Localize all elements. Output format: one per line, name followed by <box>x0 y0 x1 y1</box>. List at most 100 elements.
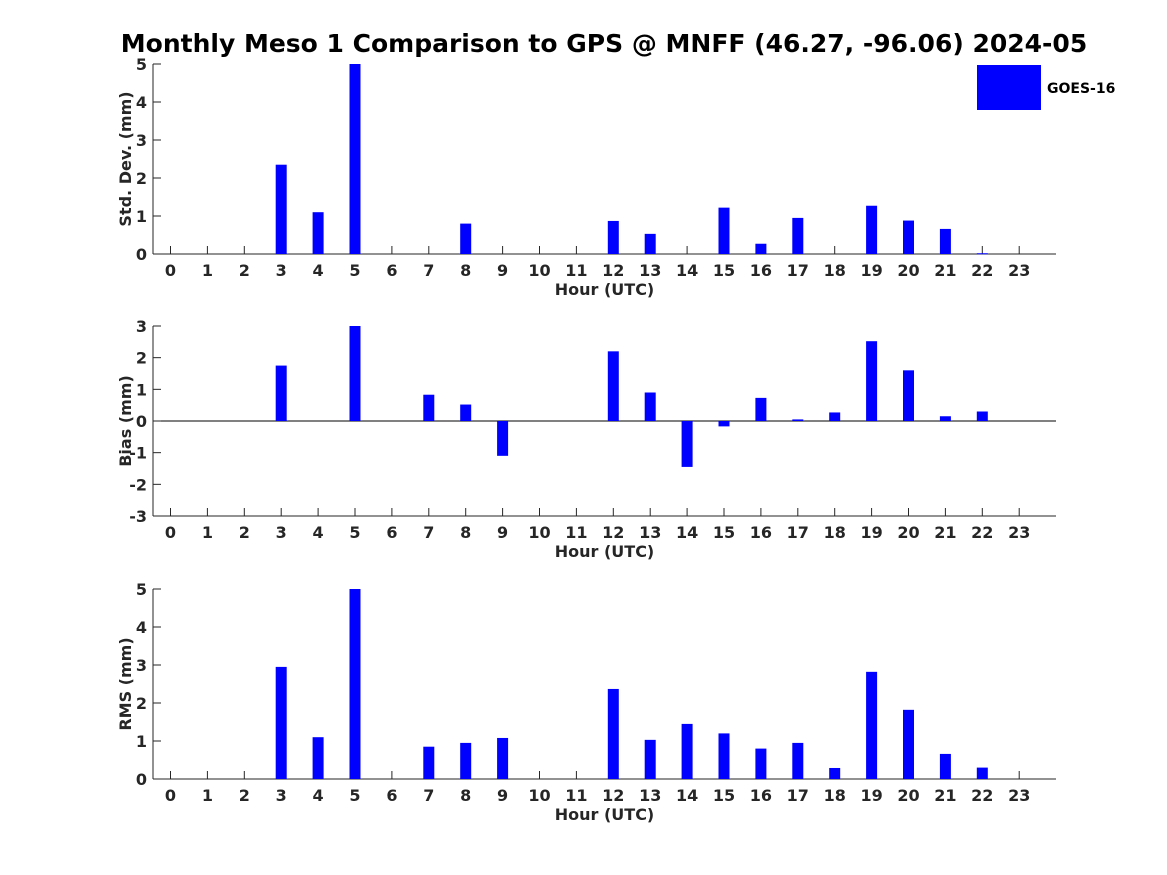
bar-hour-3 <box>275 666 287 779</box>
x-tick-label: 14 <box>676 523 698 542</box>
chart-title: Monthly Meso 1 Comparison to GPS @ MNFF … <box>121 29 1087 58</box>
y-tick-label: 5 <box>136 55 147 74</box>
x-axis-label: Hour (UTC) <box>555 542 655 561</box>
x-tick-label: 22 <box>971 786 993 805</box>
y-tick-label: 3 <box>136 656 147 675</box>
bar-hour-4 <box>312 212 324 254</box>
x-tick-label: 16 <box>750 523 772 542</box>
y-tick-label: 0 <box>136 412 147 431</box>
x-tick-label: 19 <box>860 523 882 542</box>
y-tick-label: 1 <box>136 207 147 226</box>
bar-hour-18 <box>829 412 841 421</box>
y-tick-label: 5 <box>136 580 147 599</box>
y-axis-label: RMS (mm) <box>116 637 135 730</box>
x-tick-label: 7 <box>423 786 434 805</box>
x-tick-label: 21 <box>934 523 956 542</box>
bar-hour-16 <box>755 243 767 254</box>
bar-hour-7 <box>423 746 435 779</box>
x-tick-label: 4 <box>313 261 324 280</box>
bar-hour-20 <box>903 220 914 254</box>
x-tick-label: 8 <box>460 261 471 280</box>
x-tick-label: 3 <box>276 786 287 805</box>
y-tick-label: -3 <box>129 507 147 526</box>
x-tick-label: 9 <box>497 261 508 280</box>
bar-hour-20 <box>903 709 914 779</box>
y-tick-label: 4 <box>136 93 147 112</box>
x-tick-label: 2 <box>239 261 250 280</box>
x-tick-label: 0 <box>165 523 176 542</box>
x-tick-label: 8 <box>460 786 471 805</box>
x-tick-label: 1 <box>202 523 213 542</box>
x-tick-label: 5 <box>349 523 360 542</box>
legend-label: GOES-16 <box>1047 81 1115 97</box>
bar-hour-21 <box>939 228 951 254</box>
x-tick-label: 14 <box>676 786 698 805</box>
x-tick-label: 3 <box>276 261 287 280</box>
bar-hour-9 <box>497 421 509 456</box>
legend-swatch <box>977 65 1041 110</box>
x-tick-label: 15 <box>713 523 735 542</box>
x-tick-label: 22 <box>971 261 993 280</box>
x-tick-label: 11 <box>565 523 587 542</box>
bar-hour-3 <box>275 164 287 254</box>
bar-hour-22 <box>976 253 988 255</box>
bar-hour-13 <box>644 739 656 779</box>
x-tick-label: 19 <box>860 261 882 280</box>
bar-hour-17 <box>792 217 804 254</box>
bar-hour-19 <box>866 341 878 421</box>
y-tick-label: 1 <box>136 732 147 751</box>
x-tick-label: 21 <box>934 786 956 805</box>
bar-hour-7 <box>423 394 435 421</box>
y-axis-label: Bias (mm) <box>116 375 135 467</box>
x-tick-label: 0 <box>165 261 176 280</box>
x-tick-label: 14 <box>676 261 698 280</box>
bar-hour-19 <box>866 671 878 779</box>
x-tick-label: 18 <box>824 523 846 542</box>
x-tick-label: 23 <box>1008 523 1030 542</box>
bar-hour-22 <box>976 411 988 421</box>
x-axis-label: Hour (UTC) <box>555 280 655 299</box>
x-axis-label: Hour (UTC) <box>555 805 655 824</box>
bar-hour-21 <box>939 416 951 421</box>
x-tick-label: 1 <box>202 786 213 805</box>
bar-hour-3 <box>275 365 287 421</box>
x-tick-label: 20 <box>897 786 919 805</box>
bar-hour-14 <box>681 421 693 467</box>
x-tick-label: 22 <box>971 523 993 542</box>
bar-hour-14 <box>681 723 693 779</box>
x-tick-label: 7 <box>423 261 434 280</box>
bar-hour-19 <box>866 205 878 254</box>
x-tick-label: 2 <box>239 523 250 542</box>
x-tick-label: 8 <box>460 523 471 542</box>
x-tick-label: 0 <box>165 786 176 805</box>
x-tick-label: 4 <box>313 786 324 805</box>
bar-hour-9 <box>497 737 509 779</box>
bar-hour-22 <box>976 767 988 779</box>
x-tick-label: 20 <box>897 523 919 542</box>
y-tick-label: 3 <box>136 317 147 336</box>
bar-hour-5 <box>349 326 361 421</box>
bar-hour-5 <box>349 64 361 254</box>
x-tick-label: 6 <box>386 786 397 805</box>
x-tick-label: 12 <box>602 523 624 542</box>
x-tick-label: 17 <box>787 261 809 280</box>
y-tick-label: 2 <box>136 349 147 368</box>
bar-hour-8 <box>460 223 472 254</box>
bar-hour-21 <box>939 753 951 779</box>
x-tick-label: 16 <box>750 786 772 805</box>
legend: GOES-16 <box>977 65 1115 110</box>
x-tick-label: 6 <box>386 523 397 542</box>
x-tick-label: 17 <box>787 523 809 542</box>
bar-hour-15 <box>718 733 730 779</box>
y-tick-label: 2 <box>136 694 147 713</box>
bar-hour-17 <box>792 419 804 421</box>
y-axis-label: Std. Dev. (mm) <box>116 91 135 226</box>
y-tick-label: 1 <box>136 380 147 399</box>
x-tick-label: 21 <box>934 261 956 280</box>
x-tick-label: 19 <box>860 786 882 805</box>
bar-hour-8 <box>460 742 472 779</box>
bar-hour-12 <box>607 351 619 421</box>
y-tick-label: 3 <box>136 131 147 150</box>
